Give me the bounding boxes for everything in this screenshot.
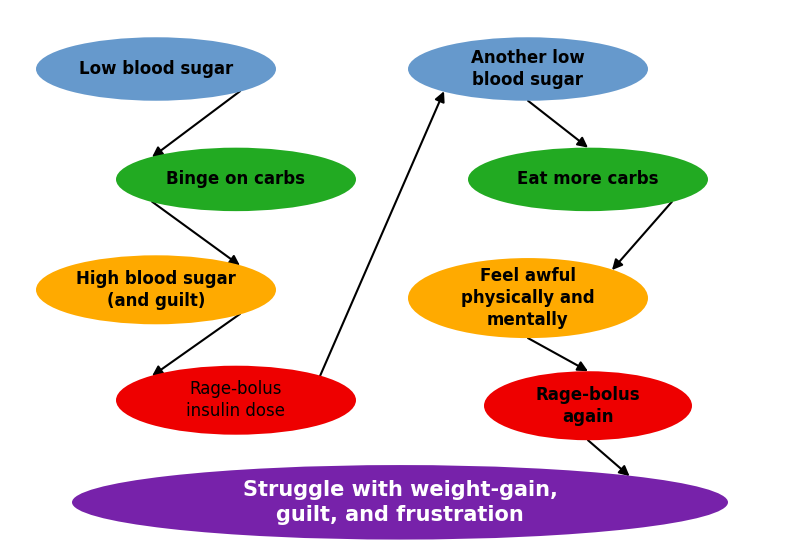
Ellipse shape (36, 38, 276, 100)
Ellipse shape (468, 147, 708, 211)
Text: High blood sugar
(and guilt): High blood sugar (and guilt) (76, 270, 236, 310)
Ellipse shape (116, 365, 356, 435)
Ellipse shape (36, 255, 276, 325)
Text: Feel awful
physically and
mentally: Feel awful physically and mentally (461, 267, 595, 330)
Ellipse shape (116, 147, 356, 211)
Text: Low blood sugar: Low blood sugar (79, 60, 233, 78)
Ellipse shape (484, 371, 692, 440)
Text: Binge on carbs: Binge on carbs (166, 171, 306, 188)
Text: Rage-bolus
again: Rage-bolus again (536, 386, 640, 426)
Ellipse shape (408, 38, 648, 100)
Text: Eat more carbs: Eat more carbs (518, 171, 658, 188)
Text: Struggle with weight-gain,
guilt, and frustration: Struggle with weight-gain, guilt, and fr… (242, 480, 558, 525)
Ellipse shape (408, 258, 648, 338)
Text: Another low
blood sugar: Another low blood sugar (471, 49, 585, 89)
Text: Rage-bolus
insulin dose: Rage-bolus insulin dose (186, 380, 286, 420)
Ellipse shape (72, 465, 728, 540)
